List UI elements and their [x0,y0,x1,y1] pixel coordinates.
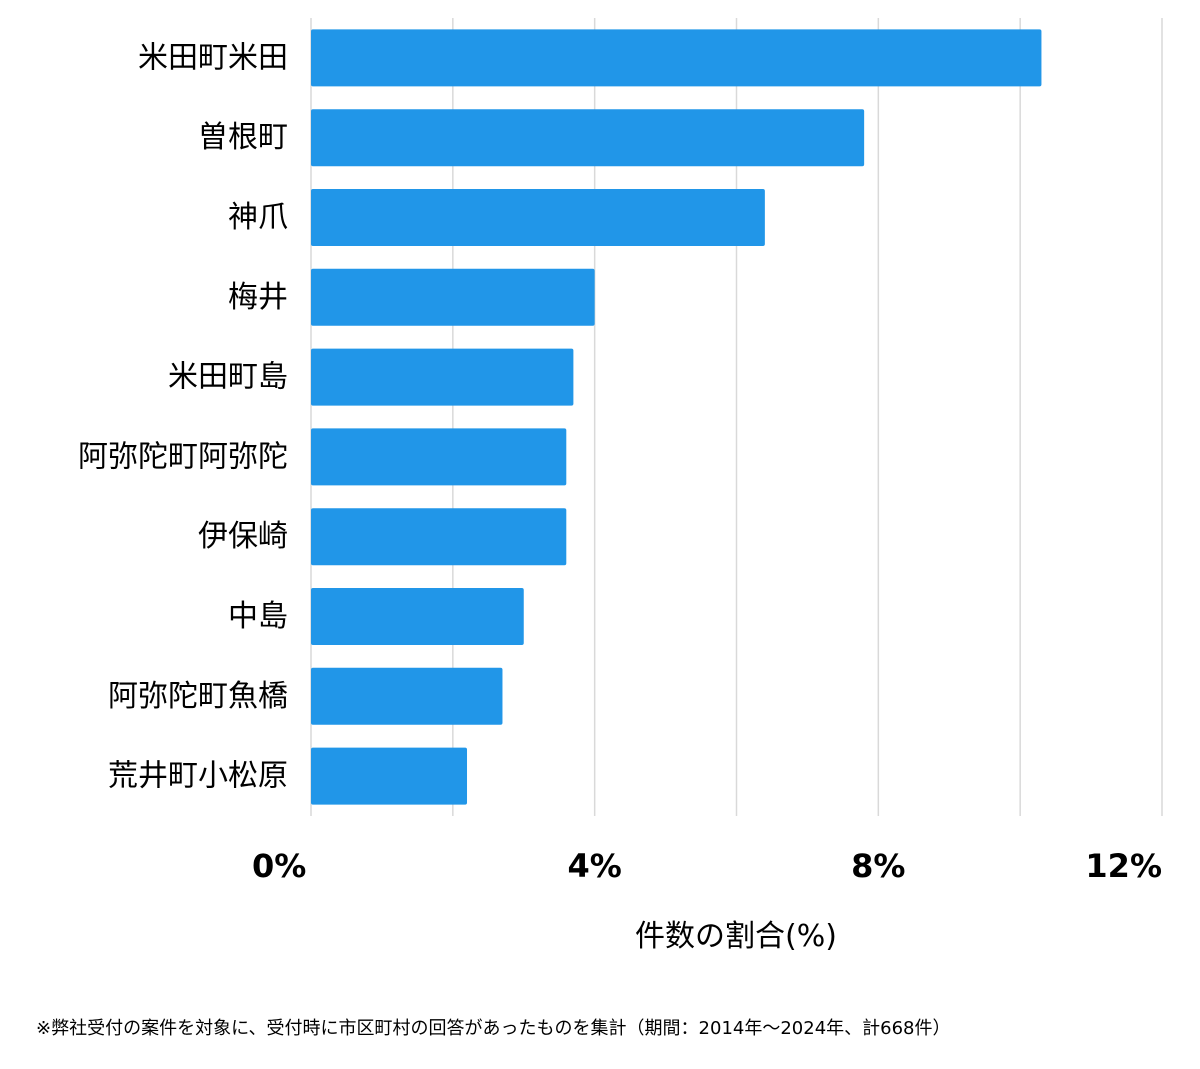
bar [311,268,595,326]
x-tick-label: 12% [1085,847,1162,885]
category-label: 梅井 [228,280,288,315]
bar-chart: 米田町米田曽根町神爪梅井米田町島阿弥陀町阿弥陀伊保崎中島阿弥陀町魚橋荒井町小松原… [78,18,1163,954]
category-label: 荒井町小松原 [108,759,288,794]
x-tick-label: 0% [252,847,306,885]
bar [311,747,468,805]
category-label: 中島 [228,599,288,634]
bar [311,29,1042,87]
bar [311,348,574,406]
x-tick-labels: 0% 4% 8% 12% [252,847,1162,885]
bar [311,508,567,566]
x-tick-label: 8% [851,847,905,885]
bar [311,428,567,486]
bar [311,109,865,167]
bars [311,29,1042,805]
category-label: 曽根町 [198,120,288,155]
bar [311,189,765,246]
category-label: 神爪 [228,200,288,235]
x-tick-label: 4% [568,847,622,885]
category-label: 米田町島 [168,360,288,395]
x-axis-title: 件数の割合(%) [635,919,837,954]
category-label: 阿弥陀町魚橋 [108,679,288,714]
category-label: 米田町米田 [138,40,288,75]
bar [311,588,524,645]
category-label: 伊保崎 [198,519,288,554]
footnote: ※弊社受付の案件を対象に、受付時に市区町村の回答があったものを集計（期間：201… [36,1018,951,1039]
bar [311,667,503,725]
category-label: 阿弥陀町阿弥陀 [78,439,288,474]
